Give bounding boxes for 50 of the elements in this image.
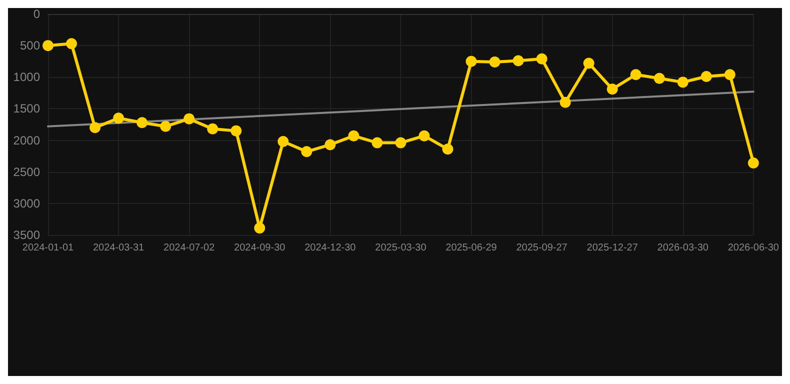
- point: [560, 96, 571, 108]
- x-tick-label: 2026-03-30: [657, 242, 709, 254]
- point: [512, 55, 524, 66]
- point: [466, 56, 477, 67]
- x-tick-label: 2025-09-27: [516, 242, 568, 254]
- x-tick-label: 2025-12-27: [586, 242, 638, 254]
- point: [442, 144, 454, 155]
- point: [278, 136, 289, 148]
- point: [700, 71, 712, 82]
- y-tick-label: 500: [20, 38, 40, 53]
- point: [748, 158, 759, 169]
- point: [136, 117, 148, 128]
- x-tick-label: 2025-03-30: [375, 242, 427, 254]
- y-tick-label: 2000: [13, 133, 40, 148]
- y-tick-label: 1500: [13, 102, 40, 116]
- x-tick-label: 2024-12-30: [304, 242, 356, 254]
- point: [418, 130, 430, 142]
- point: [66, 38, 78, 50]
- y-tick-label: 3000: [13, 196, 40, 210]
- point: [254, 222, 266, 234]
- point: [724, 69, 736, 80]
- point: [489, 56, 500, 68]
- x-tick-label: 2024-01-01: [22, 242, 74, 254]
- point: [207, 123, 218, 134]
- point: [677, 76, 688, 88]
- x-tick-label: 2024-07-02: [164, 242, 216, 254]
- point: [184, 113, 195, 124]
- x-tick-label: 2024-09-30: [234, 242, 286, 254]
- point: [348, 130, 360, 142]
- y-tick-label: 0: [33, 7, 40, 21]
- y-tick-label: 3500: [13, 228, 40, 242]
- point: [301, 146, 312, 158]
- point: [160, 120, 172, 132]
- point: [606, 84, 618, 95]
- y-tick-label: 2500: [13, 164, 40, 179]
- point: [324, 139, 336, 150]
- point: [395, 137, 406, 148]
- point: [42, 40, 54, 52]
- point: [230, 125, 242, 136]
- x-tick-label: 2026-06-30: [728, 242, 780, 254]
- point: [372, 137, 383, 148]
- point: [90, 122, 101, 134]
- point: [113, 112, 124, 124]
- point: [630, 69, 642, 80]
- point: [583, 58, 594, 69]
- point: [654, 72, 665, 84]
- x-tick-label: 2024-03-31: [92, 242, 145, 254]
- y-tick-label: 1000: [13, 70, 40, 84]
- x-tick-label: 2025-06-29: [446, 242, 498, 254]
- point: [536, 53, 548, 64]
